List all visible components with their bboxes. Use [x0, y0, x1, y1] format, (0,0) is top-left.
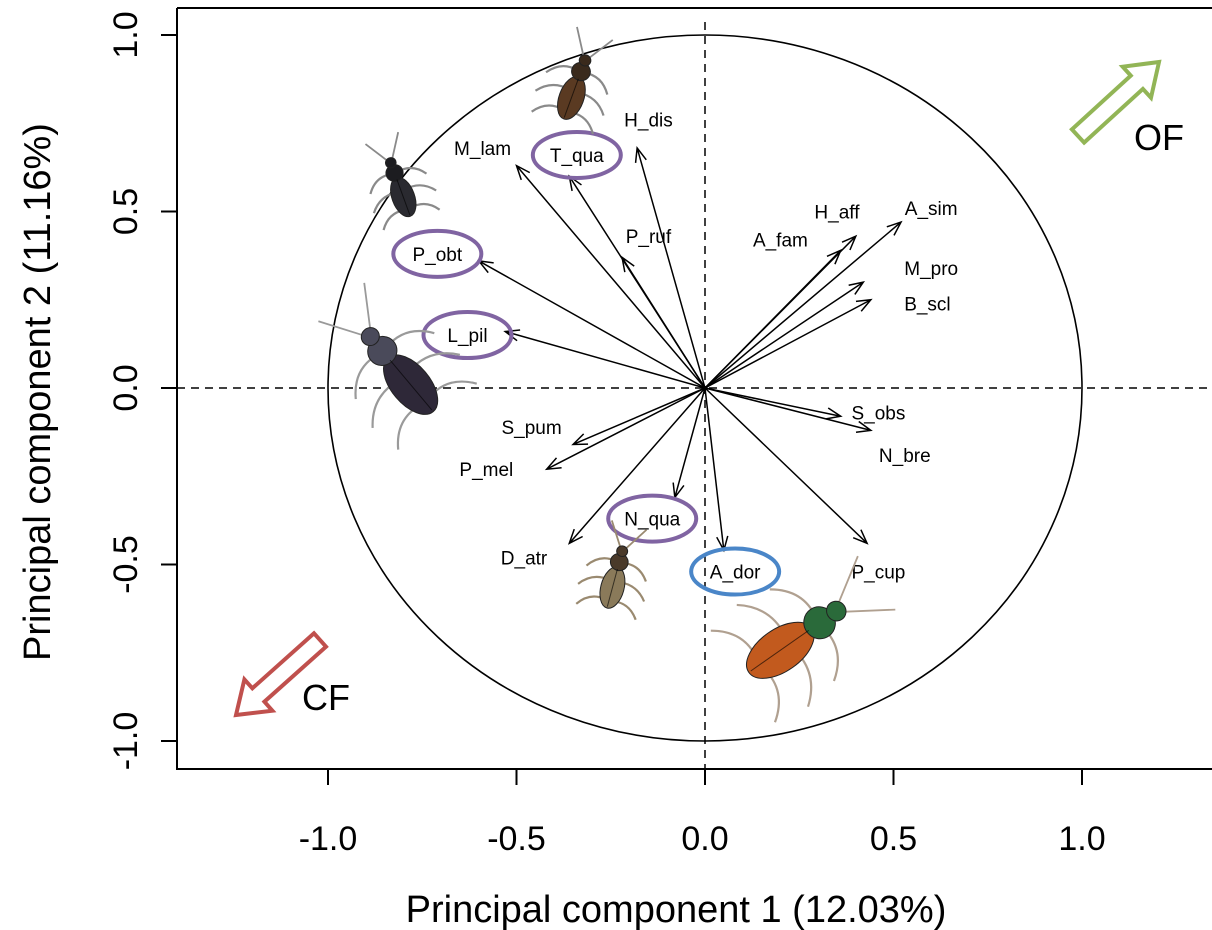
x-tick-label: -1.0 — [299, 820, 358, 858]
vector-n-qua — [672, 387, 706, 500]
vector-label-n-qua: N_qua — [624, 510, 680, 531]
vector-label-a-dor: A_dor — [710, 563, 761, 584]
vector-label-m-pro: M_pro — [904, 259, 958, 280]
vector-label-p-obt: P_obt — [413, 245, 463, 266]
vector-label-h-aff: H_aff — [814, 203, 860, 224]
vector-label-t-qua: T_qua — [550, 146, 604, 167]
y-tick-label: 1.0 — [107, 11, 145, 58]
vector-label-h-dis: H_dis — [624, 111, 673, 132]
vector-m-pro — [704, 280, 866, 389]
x-tick-label: 1.0 — [1058, 820, 1105, 858]
direction-arrow-cf — [233, 630, 329, 718]
x-tick-label: 0.5 — [870, 820, 917, 858]
y-axis-label: Principal component 2 (11.16%) — [17, 123, 59, 661]
beetle-illustration-upper-left — [364, 131, 441, 231]
vector-d-atr — [567, 387, 706, 545]
vector-m-lam — [515, 164, 706, 389]
vector-h-dis — [634, 146, 706, 389]
y-tick-label: 0.5 — [107, 188, 145, 235]
beetle-illustration-bottom-right — [710, 555, 896, 723]
beetle-illustration-left — [318, 282, 478, 450]
beetle-illustration-bottom-center — [575, 520, 648, 621]
y-tick-label: -1.0 — [107, 712, 145, 771]
beetle-illustration-top — [531, 26, 614, 135]
x-tick-label: -0.5 — [487, 820, 546, 858]
vector-label-p-ruf: P_ruf — [626, 227, 672, 248]
vector-p-obt — [477, 259, 706, 389]
vector-p-cup — [704, 387, 869, 545]
vector-h-aff — [704, 234, 858, 389]
vector-label-p-cup: P_cup — [851, 563, 905, 584]
highlight-ellipse-a-dor — [689, 546, 782, 597]
highlight-ellipse-t-qua — [530, 130, 623, 181]
highlight-ellipse-n-qua — [606, 493, 699, 544]
vector-label-a-fam: A_fam — [753, 231, 808, 252]
highlight-ellipse-l-pil — [421, 310, 514, 361]
vector-label-a-sim: A_sim — [905, 199, 958, 220]
direction-arrow-of — [1069, 59, 1162, 146]
vector-b-scl — [704, 298, 873, 389]
vector-p-ruf — [620, 255, 706, 389]
plot-frame — [176, 7, 1212, 770]
vector-label-l-pil: L_pil — [447, 326, 487, 347]
highlight-ellipse-p-obt — [391, 228, 484, 279]
y-tick-label: 0.0 — [107, 364, 145, 411]
vector-n-bre — [704, 387, 873, 434]
y-tick-label: -0.5 — [107, 535, 145, 594]
vector-label-m-lam: M_lam — [454, 139, 511, 160]
vector-label-s-obs: S_obs — [851, 404, 905, 425]
x-tick-label: 0.0 — [681, 820, 728, 858]
vector-label-b-scl: B_scl — [904, 294, 950, 315]
vector-a-sim — [704, 220, 903, 389]
vector-s-obs — [704, 387, 843, 420]
x-axis-label: Principal component 1 (12.03%) — [406, 889, 947, 930]
vector-s-pum — [571, 387, 706, 446]
direction-label-cf: CF — [302, 677, 350, 718]
vector-label-p-mel: P_mel — [459, 460, 513, 481]
vector-a-dor — [704, 387, 729, 553]
vector-p-mel — [544, 387, 706, 471]
vector-label-d-atr: D_atr — [501, 548, 548, 569]
vector-label-s-pum: S_pum — [501, 418, 561, 439]
vector-l-pil — [503, 329, 706, 389]
direction-label-of: OF — [1134, 117, 1184, 158]
vector-label-n-bre: N_bre — [879, 446, 931, 467]
